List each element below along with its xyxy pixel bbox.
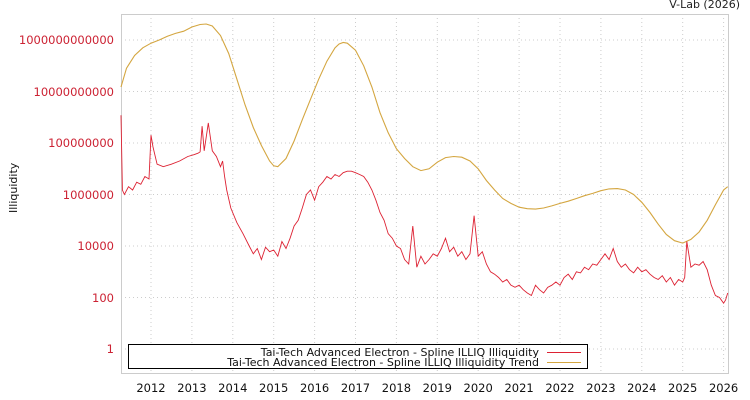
x-tick-label: 2020 <box>463 381 493 395</box>
x-tick-label: 2021 <box>504 381 534 395</box>
x-tick-label: 2016 <box>299 381 330 395</box>
y-tick-label: 100 <box>92 290 114 305</box>
legend-label: Tai-Tech Advanced Electron - Spline ILLI… <box>260 345 539 359</box>
trend-series-line <box>120 23 729 244</box>
x-tick-label: 2025 <box>668 381 698 395</box>
legend-item-trend: Tai-Tech Advanced Electron - Spline ILLI… <box>227 355 581 369</box>
x-tick-label: 2014 <box>218 381 248 395</box>
x-tick-label: 2024 <box>627 381 657 395</box>
legend-swatch-gold <box>547 361 581 363</box>
x-tick-label: 2018 <box>381 381 412 395</box>
y-tick-label: 10000 <box>77 239 114 253</box>
y-tick-label: 1000000 <box>62 187 114 202</box>
illiquidity-series-line <box>120 115 729 305</box>
grid-lines <box>121 14 728 373</box>
legend: Tai-Tech Advanced Electron - Spline ILLI… <box>128 344 588 369</box>
y-tick-label: 1 <box>106 342 114 356</box>
y-tick-label: 10000000000 <box>33 84 114 99</box>
plot-frame <box>121 14 729 374</box>
y-tick-label: 1000000000000 <box>18 33 114 47</box>
legend-swatch-red <box>547 351 581 353</box>
x-tick-label: 2013 <box>177 381 207 395</box>
x-tick-label: 2022 <box>545 381 575 395</box>
x-tick-label: 2015 <box>259 381 289 395</box>
legend-label: Tai-Tech Advanced Electron - Spline ILLI… <box>227 355 539 369</box>
x-tick-label: 2017 <box>340 381 371 395</box>
credit-label: V-Lab (2026) <box>669 0 740 11</box>
x-tick-label: 2023 <box>586 381 616 395</box>
x-tick-label: 2012 <box>136 381 166 395</box>
x-tick-label: 2026 <box>708 381 739 395</box>
y-tick-label: 100000000 <box>48 136 114 150</box>
legend-item-illiquidity: Tai-Tech Advanced Electron - Spline ILLI… <box>260 345 581 359</box>
x-tick-label: 2019 <box>422 381 452 395</box>
